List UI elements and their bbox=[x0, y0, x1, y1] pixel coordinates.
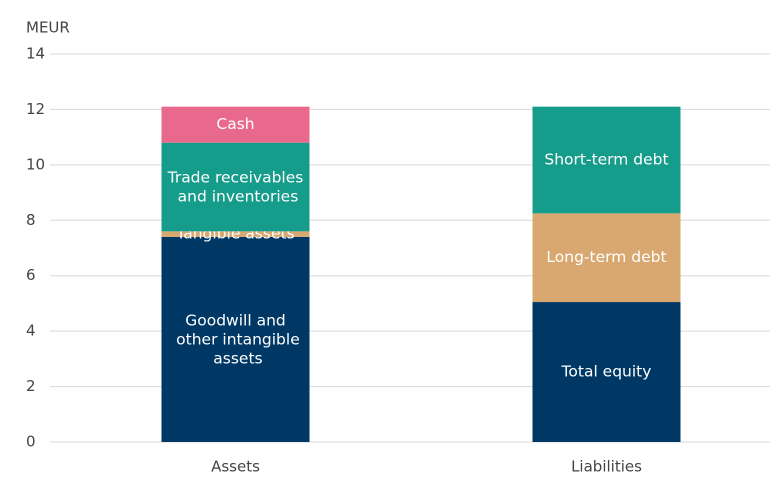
y-tick-label: 2 bbox=[26, 377, 36, 395]
bar-segment bbox=[532, 213, 681, 303]
y-tick-label: 4 bbox=[26, 322, 36, 340]
y-tick-label: 6 bbox=[26, 266, 36, 284]
y-tick-label: 12 bbox=[26, 100, 45, 118]
segment-label: Goodwill and other intangible assets bbox=[171, 311, 300, 367]
x-tick-label: Liabilities bbox=[571, 458, 642, 476]
y-axis-label: MEUR bbox=[26, 19, 70, 37]
x-tick-label: Assets bbox=[211, 458, 260, 476]
bar-segment bbox=[532, 106, 681, 214]
bar-segment bbox=[161, 231, 310, 237]
bar-segment bbox=[161, 106, 310, 143]
segment-label: Cash bbox=[216, 115, 254, 133]
bar-segment bbox=[532, 302, 681, 442]
bar-segment bbox=[161, 142, 310, 232]
y-tick-label: 14 bbox=[26, 45, 45, 63]
segment-label: Total equity bbox=[561, 363, 652, 381]
y-tick-label: 8 bbox=[26, 211, 36, 229]
segment-label: Trade receivables and inventories bbox=[167, 168, 304, 205]
segment-label: Short-term debt bbox=[544, 151, 668, 169]
bar-segment bbox=[161, 236, 310, 442]
segment-label: Long-term debt bbox=[546, 248, 666, 266]
y-tick-label: 10 bbox=[26, 155, 45, 173]
y-tick-label: 0 bbox=[26, 433, 36, 451]
